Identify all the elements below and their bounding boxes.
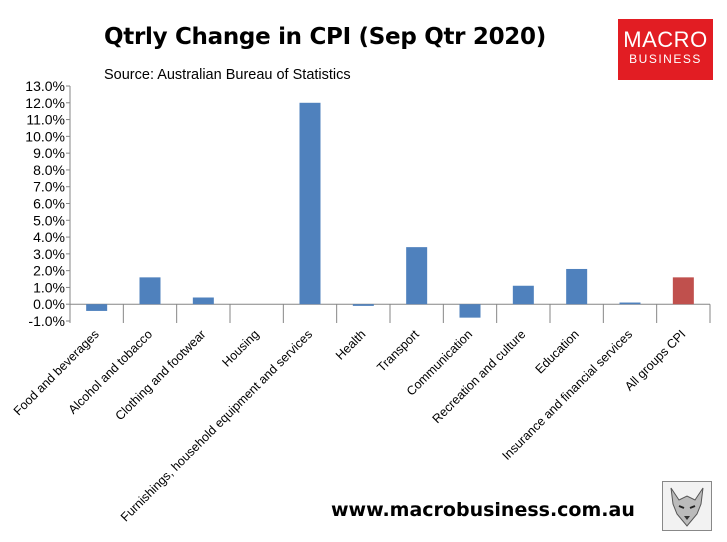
y-tick-label: 4.0% xyxy=(33,229,65,245)
macrobusiness-logo[interactable]: MACRO BUSINESS xyxy=(618,19,713,80)
bar xyxy=(86,304,108,311)
y-tick-label: -1.0% xyxy=(28,313,65,329)
x-tick-label: Furnishings, household equipment and ser… xyxy=(118,327,315,524)
y-tick-label: 8.0% xyxy=(33,162,65,178)
y-axis-ticks: -1.0%0.0%1.0%2.0%3.0%4.0%5.0%6.0%7.0%8.0… xyxy=(25,78,70,329)
x-tick-label: Recreation and culture xyxy=(430,327,529,426)
bar xyxy=(672,277,694,305)
y-tick-label: 13.0% xyxy=(25,78,65,94)
wolf-logo-icon xyxy=(662,481,712,531)
x-tick-label: Transport xyxy=(374,327,422,375)
footer-url[interactable]: www.macrobusiness.com.au xyxy=(331,499,635,521)
y-tick-label: 12.0% xyxy=(25,95,65,111)
logo-line-1: MACRO xyxy=(623,27,708,52)
bar xyxy=(139,277,161,305)
x-tick-label: Housing xyxy=(219,327,261,369)
chart-source: Source: Australian Bureau of Statistics xyxy=(104,67,351,83)
x-tick-label: Clothing and footwear xyxy=(113,327,209,423)
bar xyxy=(619,302,641,305)
x-tick-label: Health xyxy=(333,327,368,362)
chart-title: Qtrly Change in CPI (Sep Qtr 2020) xyxy=(104,24,546,50)
x-tick-label: Education xyxy=(533,327,582,376)
y-tick-label: 0.0% xyxy=(33,296,65,312)
x-tick-label: Food and beverages xyxy=(11,327,102,418)
bar xyxy=(512,285,534,305)
chart-axes xyxy=(69,86,711,323)
logo-line-2: BUSINESS xyxy=(629,52,702,66)
bars xyxy=(86,102,694,318)
bar xyxy=(299,102,321,305)
bar xyxy=(192,297,214,305)
y-tick-label: 10.0% xyxy=(25,128,65,144)
bar xyxy=(406,247,428,305)
bar xyxy=(566,268,588,305)
y-tick-label: 7.0% xyxy=(33,179,65,195)
y-tick-label: 2.0% xyxy=(33,263,65,279)
y-tick-label: 6.0% xyxy=(33,196,65,212)
y-tick-label: 3.0% xyxy=(33,246,65,262)
y-tick-label: 11.0% xyxy=(26,112,65,128)
bar xyxy=(459,304,481,318)
bar xyxy=(352,304,374,306)
y-tick-label: 1.0% xyxy=(33,279,65,295)
y-tick-label: 9.0% xyxy=(33,145,65,161)
y-tick-label: 5.0% xyxy=(33,212,65,228)
